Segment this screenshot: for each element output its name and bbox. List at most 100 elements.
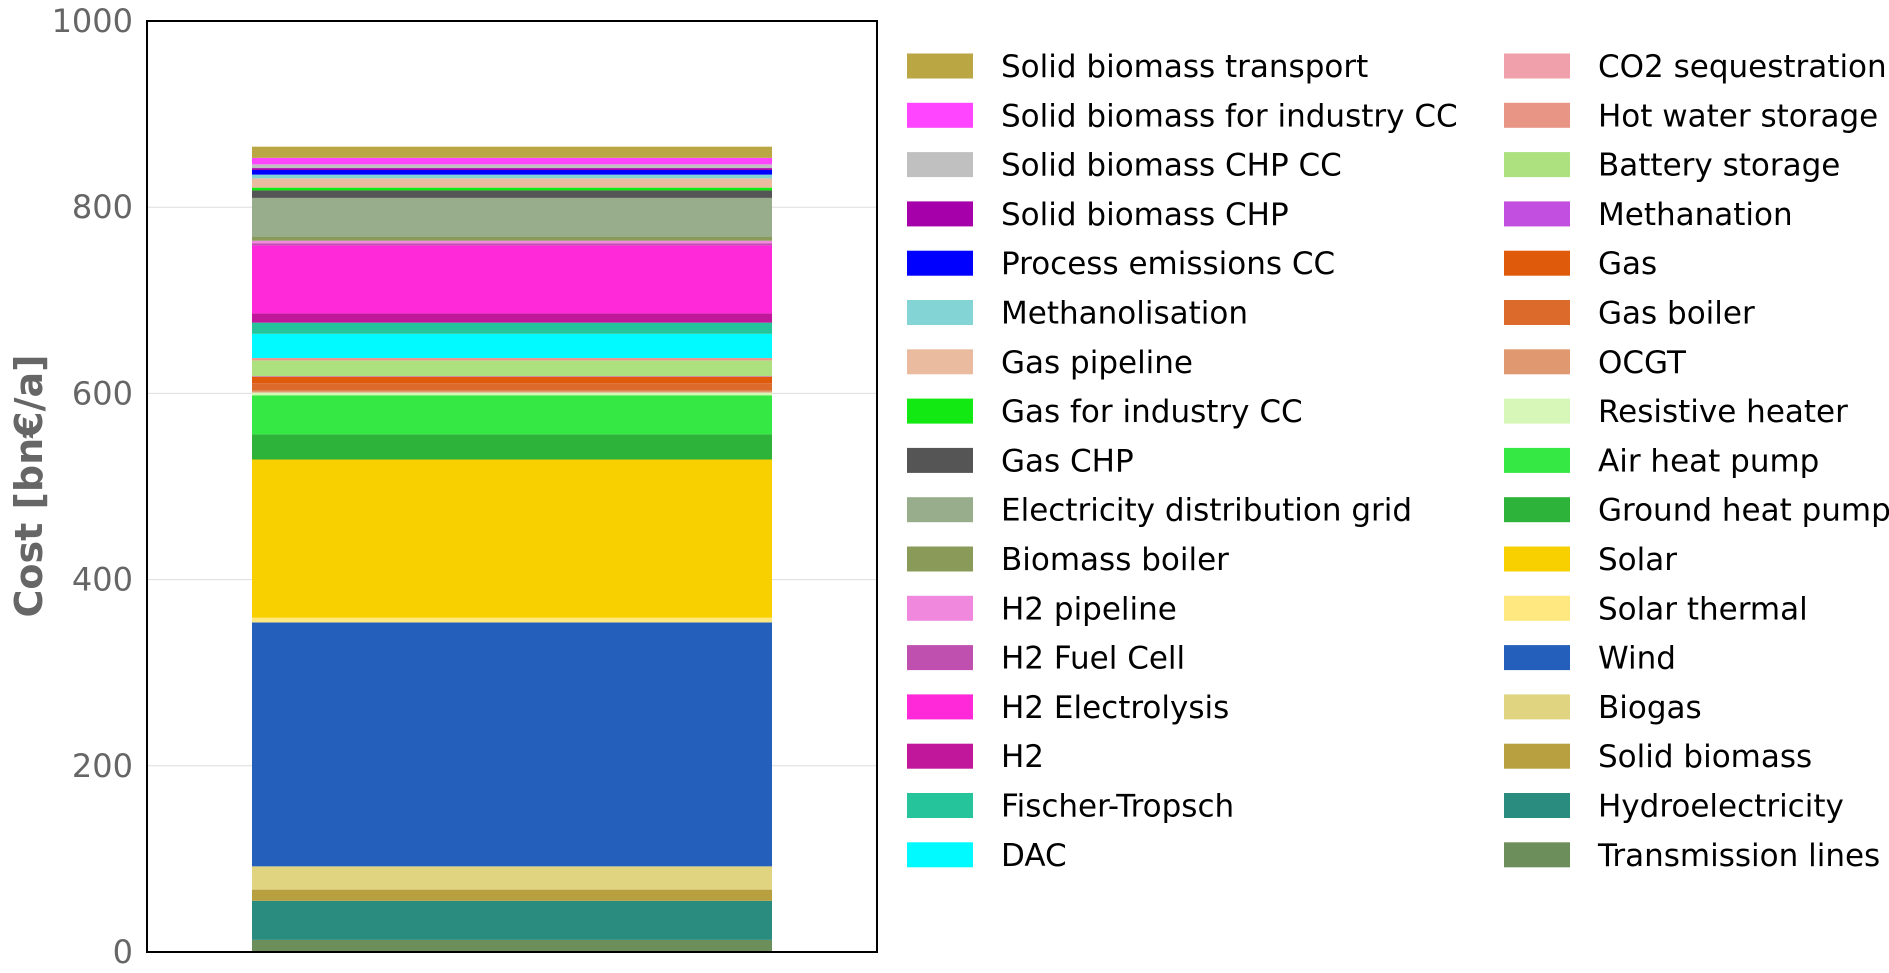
legend-label: Gas CHP bbox=[1001, 443, 1134, 479]
plot-frame bbox=[146, 20, 878, 953]
bar-segment bbox=[252, 190, 772, 198]
bar-segment bbox=[252, 617, 772, 623]
legend-swatch bbox=[907, 398, 973, 424]
bar-segment bbox=[252, 395, 772, 435]
legend-swatch bbox=[907, 201, 973, 227]
legend-label: CO2 sequestration bbox=[1598, 49, 1887, 85]
bar-segment bbox=[252, 434, 772, 460]
bar-segment bbox=[252, 313, 772, 323]
bar-segment bbox=[252, 376, 772, 384]
legend-swatch bbox=[907, 152, 973, 178]
bar-segment bbox=[252, 169, 772, 175]
legend-label: Gas for industry CC bbox=[1001, 394, 1303, 430]
bar-segment bbox=[252, 376, 772, 377]
legend-label: Solar thermal bbox=[1598, 591, 1808, 627]
bar-segment bbox=[252, 245, 772, 314]
legend-label: H2 Fuel Cell bbox=[1001, 641, 1185, 677]
legend-swatch bbox=[1504, 102, 1570, 128]
bar-segment bbox=[252, 459, 772, 618]
bar-segment bbox=[252, 322, 772, 334]
legend: Solid biomass transport Solid biomass for… bbox=[907, 49, 1889, 874]
legend-label: Methanation bbox=[1598, 197, 1793, 233]
legend-swatch bbox=[907, 645, 973, 671]
legend-swatch bbox=[1504, 842, 1570, 868]
legend-swatch bbox=[1504, 694, 1570, 720]
legend-swatch bbox=[1504, 300, 1570, 325]
legend-label: H2 pipeline bbox=[1001, 591, 1177, 627]
legend-swatch bbox=[1504, 497, 1570, 523]
bar-segment bbox=[252, 174, 772, 179]
bar-segment bbox=[252, 168, 772, 170]
legend-label: DAC bbox=[1001, 838, 1067, 874]
legend-swatch bbox=[907, 743, 973, 769]
legend-swatch bbox=[907, 349, 973, 375]
legend-label: OCGT bbox=[1598, 345, 1687, 381]
legend-swatch bbox=[1504, 250, 1570, 276]
legend-label: Solid biomass for industry CC bbox=[1001, 98, 1458, 134]
bar-segment bbox=[252, 889, 772, 901]
legend-swatch bbox=[907, 447, 973, 473]
y-tick-label: 600 bbox=[72, 374, 133, 412]
legend-label: Fischer-Tropsch bbox=[1001, 789, 1234, 825]
legend-label: H2 bbox=[1001, 739, 1044, 775]
legend-label: H2 Electrolysis bbox=[1001, 690, 1229, 726]
legend-swatch bbox=[1504, 743, 1570, 769]
y-axis-ticks: 0 200 400 600 800 1000 bbox=[52, 2, 133, 971]
bar-segment bbox=[252, 383, 772, 391]
bar-segment bbox=[252, 866, 772, 890]
y-tick-label: 400 bbox=[72, 561, 133, 599]
legend-swatch bbox=[907, 546, 973, 572]
legend-swatch bbox=[907, 497, 973, 523]
legend-swatch bbox=[907, 595, 973, 621]
legend-label: Wind bbox=[1598, 641, 1676, 677]
legend-swatch bbox=[1504, 595, 1570, 621]
bar-segment bbox=[252, 358, 772, 359]
bar-segment bbox=[252, 240, 772, 244]
legend-label: Solar bbox=[1598, 542, 1677, 578]
y-tick-label: 200 bbox=[72, 747, 133, 785]
legend-swatch bbox=[907, 102, 973, 128]
bar-segment bbox=[252, 333, 772, 359]
legend-swatch bbox=[907, 53, 973, 79]
legend-swatch bbox=[1504, 201, 1570, 227]
legend-label: Transmission lines bbox=[1597, 838, 1880, 874]
legend-swatch bbox=[1504, 447, 1570, 473]
bar-segment bbox=[252, 360, 772, 377]
bar-segment bbox=[252, 157, 772, 165]
legend-swatch bbox=[1504, 546, 1570, 572]
legend-label: Hot water storage bbox=[1598, 98, 1878, 134]
bar-segment bbox=[252, 146, 772, 158]
legend-swatch bbox=[1504, 152, 1570, 178]
legend-label: Biogas bbox=[1598, 690, 1702, 726]
legend-label: Hydroelectricity bbox=[1598, 789, 1844, 825]
legend-label: Solid biomass CHP CC bbox=[1001, 148, 1342, 184]
legend-label: Methanolisation bbox=[1001, 296, 1248, 332]
legend-label: Solid biomass transport bbox=[1001, 49, 1368, 85]
legend-label: Resistive heater bbox=[1598, 394, 1848, 430]
bar-segment bbox=[252, 187, 772, 191]
legend-label: Gas boiler bbox=[1598, 296, 1755, 332]
bar-segment bbox=[252, 900, 772, 940]
bar-segment bbox=[252, 622, 772, 867]
legend-swatch bbox=[1504, 53, 1570, 79]
bar-segment bbox=[252, 390, 772, 393]
stacked-bar bbox=[252, 146, 772, 952]
legend-label: Biomass boiler bbox=[1001, 542, 1229, 578]
legend-label: Gas pipeline bbox=[1001, 345, 1193, 381]
legend-label: Ground heat pump bbox=[1598, 493, 1889, 529]
legend-swatch bbox=[1504, 645, 1570, 671]
legend-label: Air heat pump bbox=[1598, 443, 1819, 479]
legend-label: Electricity distribution grid bbox=[1001, 493, 1412, 529]
y-axis-label: Cost [bn€/a] bbox=[7, 355, 51, 618]
legend-swatch bbox=[1504, 398, 1570, 424]
legend-swatch bbox=[907, 300, 973, 325]
legend-swatch bbox=[907, 250, 973, 276]
bar-segment bbox=[252, 392, 772, 396]
bar-segment bbox=[252, 939, 772, 952]
bar-segment bbox=[252, 197, 772, 237]
bar-segment bbox=[252, 178, 772, 188]
legend-label: Battery storage bbox=[1598, 148, 1840, 184]
bar-segment bbox=[252, 358, 772, 361]
y-tick-label: 0 bbox=[113, 933, 133, 971]
